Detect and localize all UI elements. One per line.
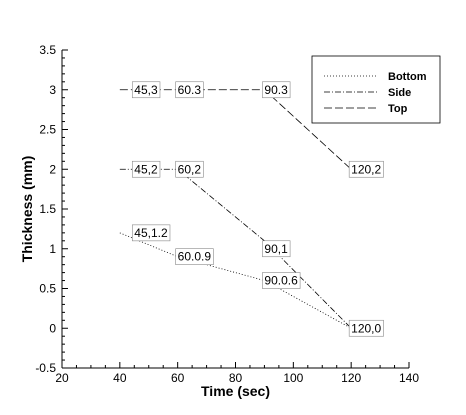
x-tick-label: 120 [341, 371, 361, 385]
point-label: 120,0 [348, 319, 384, 337]
series-line-side [119, 168, 352, 329]
y-tick-label: 1.5 [39, 202, 56, 216]
y-tick-label: 2.5 [39, 123, 56, 137]
y-tick-label: 3 [49, 83, 56, 97]
x-tick-label: 140 [399, 371, 419, 385]
y-tick-label: -0.5 [35, 361, 56, 375]
point-label-text: 45,2 [134, 162, 158, 176]
x-axis-title: Time (sec) [201, 383, 270, 399]
point-label-text: 60.3 [178, 83, 202, 97]
y-tick-label: 3.5 [39, 43, 56, 57]
point-label: 45,3 [131, 81, 161, 99]
x-tick-label: 100 [283, 371, 303, 385]
point-label-box [175, 81, 204, 99]
point-label: 90.3 [262, 81, 291, 99]
point-label-box [131, 160, 161, 178]
axis-ticks: 20 40 60 80 100 120 140 -0.5 0 0.5 1 1.5 2 2.5 3 3.5 [35, 43, 419, 385]
point-labels: 45,3 60.3 90.3 120,2 45,2 60,2 90,1 45,1.2 60.0.… [131, 81, 384, 337]
point-label-text: 90,1 [264, 242, 288, 256]
x-tick-label: 40 [113, 371, 127, 385]
point-label-box [175, 160, 204, 178]
point-label: 45,2 [131, 160, 161, 178]
point-label-text: 60,2 [178, 162, 202, 176]
y-axis-title: Thickness (mm) [19, 156, 35, 263]
y-tick-label: 2 [49, 162, 56, 176]
point-label: 60.3 [175, 81, 204, 99]
point-label: 120,2 [348, 160, 384, 178]
point-label: 60.0.9 [175, 248, 214, 266]
x-tick-label: 60 [171, 371, 185, 385]
series-line-bottom [119, 232, 352, 329]
legend: Bottom Side Top [311, 55, 441, 124]
x-tick-label: 20 [55, 371, 69, 385]
point-label-box [131, 81, 161, 99]
point-label-box [175, 248, 214, 266]
y-tick-label: 0 [49, 321, 56, 335]
legend-entry: Top [388, 103, 408, 115]
x-tick-label: 80 [229, 371, 243, 385]
point-label-text: 45,1.2 [134, 226, 168, 240]
point-label-text: 45,3 [134, 83, 158, 97]
series-lines [119, 89, 352, 329]
point-label-text: 120,2 [351, 162, 381, 176]
point-label-box [348, 160, 384, 178]
point-label-text: 120,0 [351, 321, 381, 335]
legend-items: Bottom Side Top [324, 71, 427, 115]
point-label-box [262, 240, 291, 258]
point-label-box [131, 224, 171, 242]
y-tick-label: 0.5 [39, 282, 56, 296]
point-label: 60,2 [175, 160, 204, 178]
legend-entry: Side [388, 87, 411, 99]
point-label: 90,1 [262, 240, 291, 258]
point-label-box [348, 319, 384, 337]
point-label-text: 60.0.9 [178, 250, 212, 264]
point-label-box [262, 81, 291, 99]
point-label-box [262, 272, 301, 289]
point-label: 90.0.6 [262, 272, 301, 289]
legend-entry: Bottom [388, 71, 427, 83]
legend-box [311, 55, 441, 124]
point-label-text: 90.0.6 [264, 274, 298, 288]
point-label: 45,1.2 [131, 224, 171, 242]
y-tick-label: 1 [49, 242, 56, 256]
point-label-text: 90.3 [264, 83, 288, 97]
